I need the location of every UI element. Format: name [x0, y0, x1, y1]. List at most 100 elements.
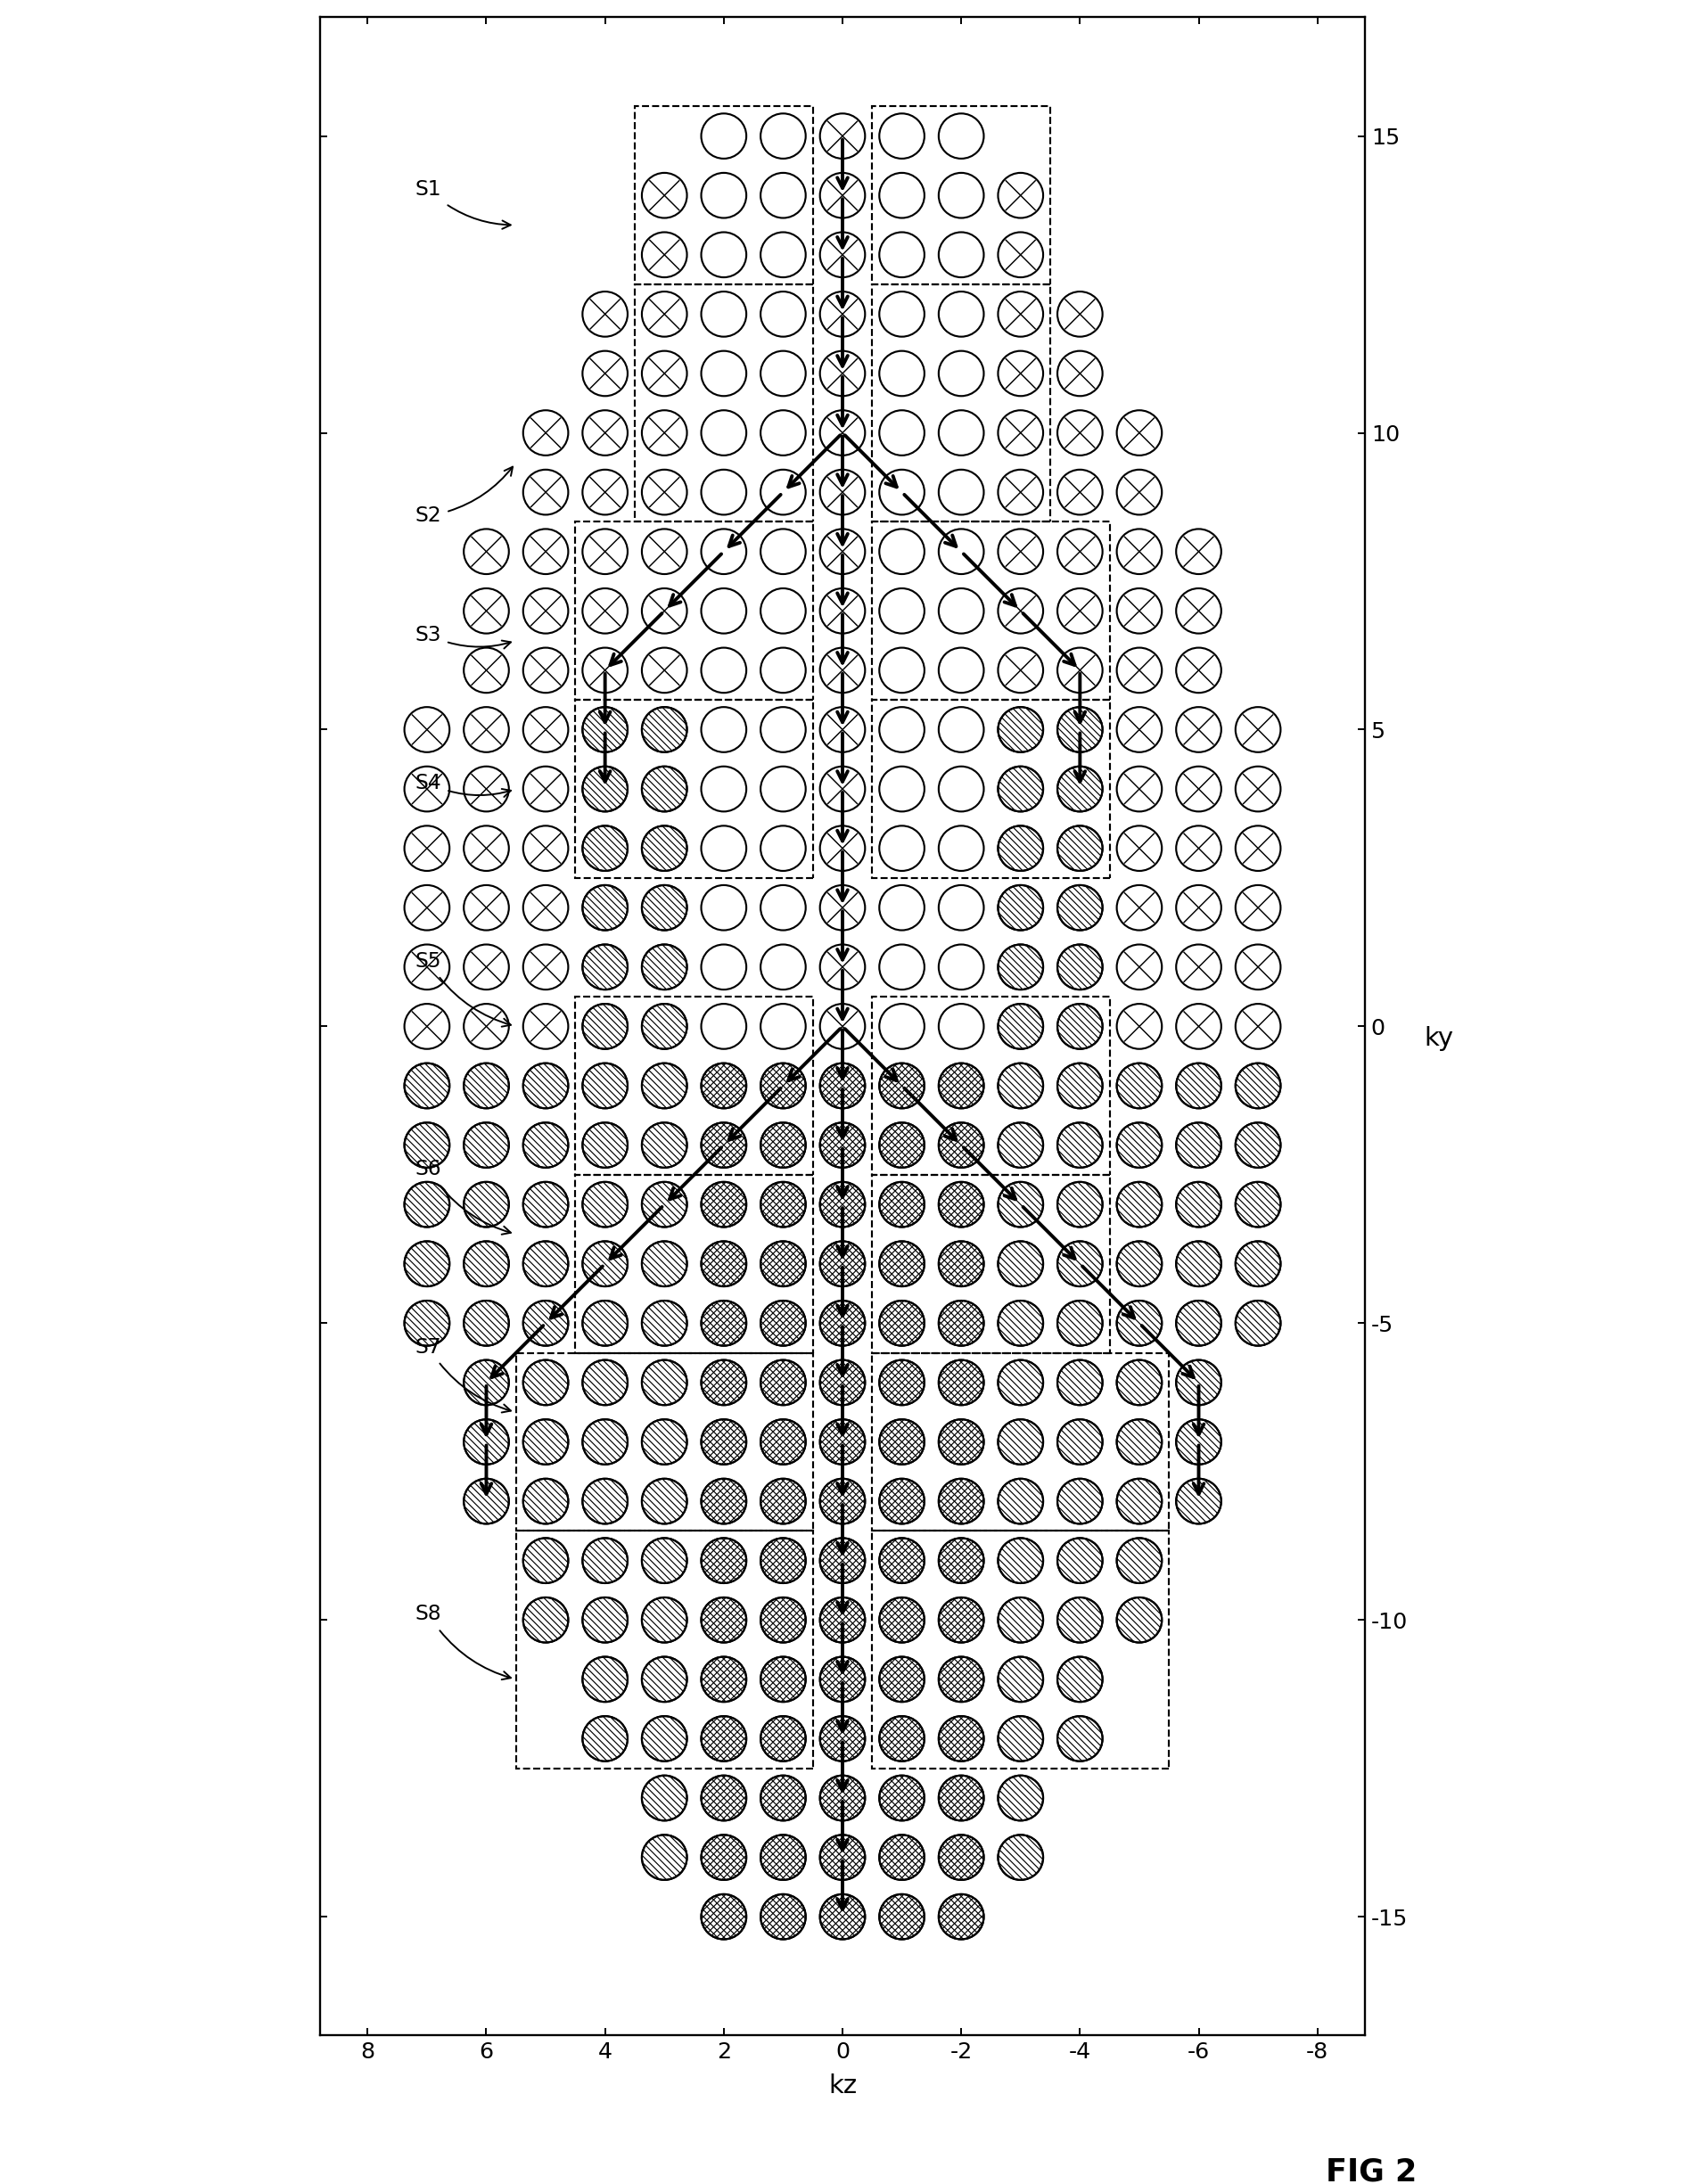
Circle shape	[701, 708, 746, 751]
Circle shape	[760, 767, 805, 812]
Circle shape	[998, 1361, 1043, 1404]
Circle shape	[642, 885, 687, 930]
Circle shape	[701, 411, 746, 456]
Circle shape	[821, 470, 864, 515]
Circle shape	[760, 290, 805, 336]
Circle shape	[642, 470, 687, 515]
Circle shape	[1176, 708, 1222, 751]
Circle shape	[939, 352, 984, 395]
Circle shape	[821, 649, 864, 692]
Circle shape	[821, 232, 864, 277]
Circle shape	[701, 1420, 746, 1465]
Circle shape	[939, 232, 984, 277]
Circle shape	[1058, 290, 1102, 336]
Circle shape	[1058, 1658, 1102, 1701]
Circle shape	[583, 1005, 627, 1048]
Circle shape	[1176, 1064, 1222, 1107]
Circle shape	[821, 1123, 864, 1168]
Circle shape	[760, 1064, 805, 1107]
Circle shape	[701, 1894, 746, 1939]
Circle shape	[1176, 587, 1222, 633]
Circle shape	[939, 1717, 984, 1760]
Circle shape	[880, 411, 925, 456]
Circle shape	[701, 114, 746, 159]
Circle shape	[760, 232, 805, 277]
Circle shape	[1058, 1420, 1102, 1465]
Circle shape	[821, 1658, 864, 1701]
Circle shape	[642, 290, 687, 336]
Circle shape	[404, 708, 450, 751]
Circle shape	[642, 826, 687, 871]
Circle shape	[701, 470, 746, 515]
Circle shape	[880, 1835, 925, 1880]
Circle shape	[583, 470, 627, 515]
Circle shape	[463, 1420, 509, 1465]
Circle shape	[1176, 1420, 1222, 1465]
Circle shape	[880, 529, 925, 574]
Text: S5: S5	[415, 950, 511, 1026]
Circle shape	[642, 767, 687, 812]
Circle shape	[522, 411, 568, 456]
Circle shape	[821, 1776, 864, 1821]
Circle shape	[1176, 1005, 1222, 1048]
Circle shape	[821, 1361, 864, 1404]
Bar	[516, 1531, 812, 1769]
Circle shape	[760, 1420, 805, 1465]
Circle shape	[701, 529, 746, 574]
Circle shape	[1058, 708, 1102, 751]
Circle shape	[880, 708, 925, 751]
Circle shape	[522, 885, 568, 930]
Circle shape	[998, 529, 1043, 574]
Circle shape	[939, 767, 984, 812]
Circle shape	[939, 1182, 984, 1227]
Circle shape	[1176, 1123, 1222, 1168]
Circle shape	[880, 1123, 925, 1168]
Circle shape	[1117, 649, 1163, 692]
Circle shape	[1176, 1241, 1222, 1286]
Circle shape	[880, 1005, 925, 1048]
Circle shape	[522, 826, 568, 871]
Circle shape	[880, 1894, 925, 1939]
Circle shape	[1058, 885, 1102, 930]
Circle shape	[939, 1538, 984, 1583]
Circle shape	[880, 587, 925, 633]
Circle shape	[760, 1538, 805, 1583]
Circle shape	[463, 1479, 509, 1524]
Circle shape	[522, 1479, 568, 1524]
Circle shape	[463, 708, 509, 751]
Circle shape	[463, 1241, 509, 1286]
Circle shape	[1235, 1302, 1281, 1345]
Circle shape	[880, 1302, 925, 1345]
Circle shape	[939, 411, 984, 456]
Circle shape	[880, 352, 925, 395]
Circle shape	[642, 352, 687, 395]
Circle shape	[939, 1005, 984, 1048]
Circle shape	[1176, 767, 1222, 812]
Circle shape	[939, 649, 984, 692]
Circle shape	[583, 1420, 627, 1465]
Circle shape	[463, 1123, 509, 1168]
Circle shape	[583, 1658, 627, 1701]
Circle shape	[463, 826, 509, 871]
Circle shape	[1117, 826, 1163, 871]
Circle shape	[998, 1597, 1043, 1642]
Circle shape	[880, 1658, 925, 1701]
Circle shape	[701, 1064, 746, 1107]
Circle shape	[939, 885, 984, 930]
Circle shape	[821, 1835, 864, 1880]
Circle shape	[1058, 1302, 1102, 1345]
Circle shape	[760, 1717, 805, 1760]
Circle shape	[1117, 1302, 1163, 1345]
Circle shape	[939, 529, 984, 574]
Circle shape	[1058, 1717, 1102, 1760]
Bar	[873, 107, 1050, 284]
Circle shape	[998, 1302, 1043, 1345]
Circle shape	[880, 232, 925, 277]
Circle shape	[701, 173, 746, 218]
Circle shape	[880, 1420, 925, 1465]
Circle shape	[1117, 943, 1163, 989]
Circle shape	[998, 1241, 1043, 1286]
Circle shape	[522, 1597, 568, 1642]
Circle shape	[1058, 1182, 1102, 1227]
Circle shape	[880, 1182, 925, 1227]
